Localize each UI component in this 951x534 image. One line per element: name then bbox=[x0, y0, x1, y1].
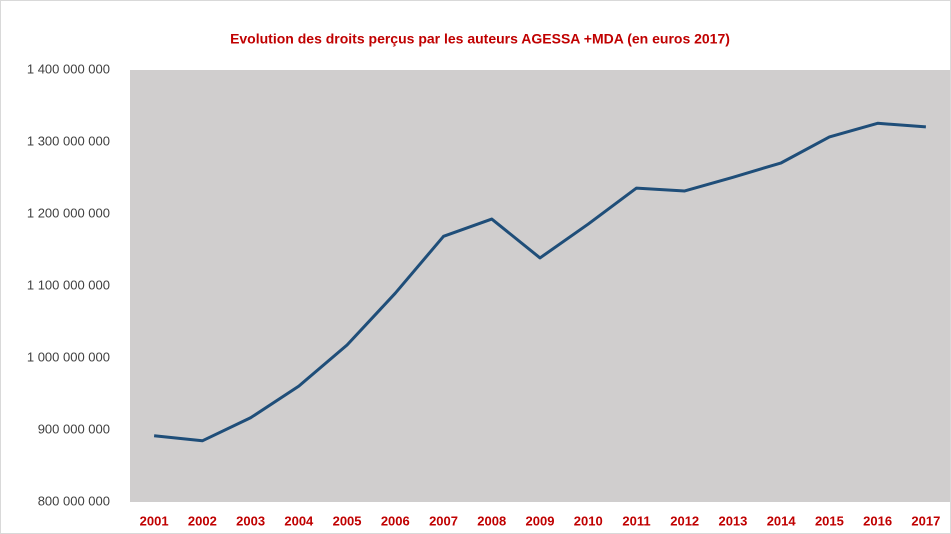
x-tick-label: 2003 bbox=[236, 513, 265, 528]
x-tick-label: 2002 bbox=[188, 513, 217, 528]
chart-title: Evolution des droits perçus par les aute… bbox=[230, 31, 730, 47]
x-tick-label: 2001 bbox=[140, 513, 169, 528]
x-tick-label: 2007 bbox=[429, 513, 458, 528]
y-tick-label: 800 000 000 bbox=[38, 493, 110, 508]
y-tick-label: 1 200 000 000 bbox=[27, 205, 110, 220]
x-tick-label: 2012 bbox=[670, 513, 699, 528]
x-tick-label: 2011 bbox=[622, 513, 650, 528]
x-tick-label: 2013 bbox=[718, 513, 747, 528]
line-series bbox=[153, 121, 926, 443]
x-tick-label: 2015 bbox=[815, 513, 844, 528]
x-tick-label: 2017 bbox=[911, 513, 940, 528]
y-tick-label: 1 000 000 000 bbox=[27, 349, 110, 364]
x-tick-label: 2004 bbox=[284, 513, 314, 528]
x-tick-label: 2010 bbox=[574, 513, 603, 528]
y-tick-label: 1 300 000 000 bbox=[27, 133, 110, 148]
y-tick-label: 900 000 000 bbox=[38, 421, 110, 436]
x-tick-label: 2014 bbox=[767, 513, 797, 528]
plot-area bbox=[130, 70, 950, 502]
x-tick-label: 2009 bbox=[526, 513, 555, 528]
y-tick-label: 1 400 000 000 bbox=[27, 61, 110, 76]
x-tick-label: 2016 bbox=[863, 513, 892, 528]
x-tick-label: 2005 bbox=[333, 513, 362, 528]
x-tick-label: 2006 bbox=[381, 513, 410, 528]
y-tick-label: 1 100 000 000 bbox=[27, 277, 110, 292]
x-tick-label: 2008 bbox=[477, 513, 506, 528]
